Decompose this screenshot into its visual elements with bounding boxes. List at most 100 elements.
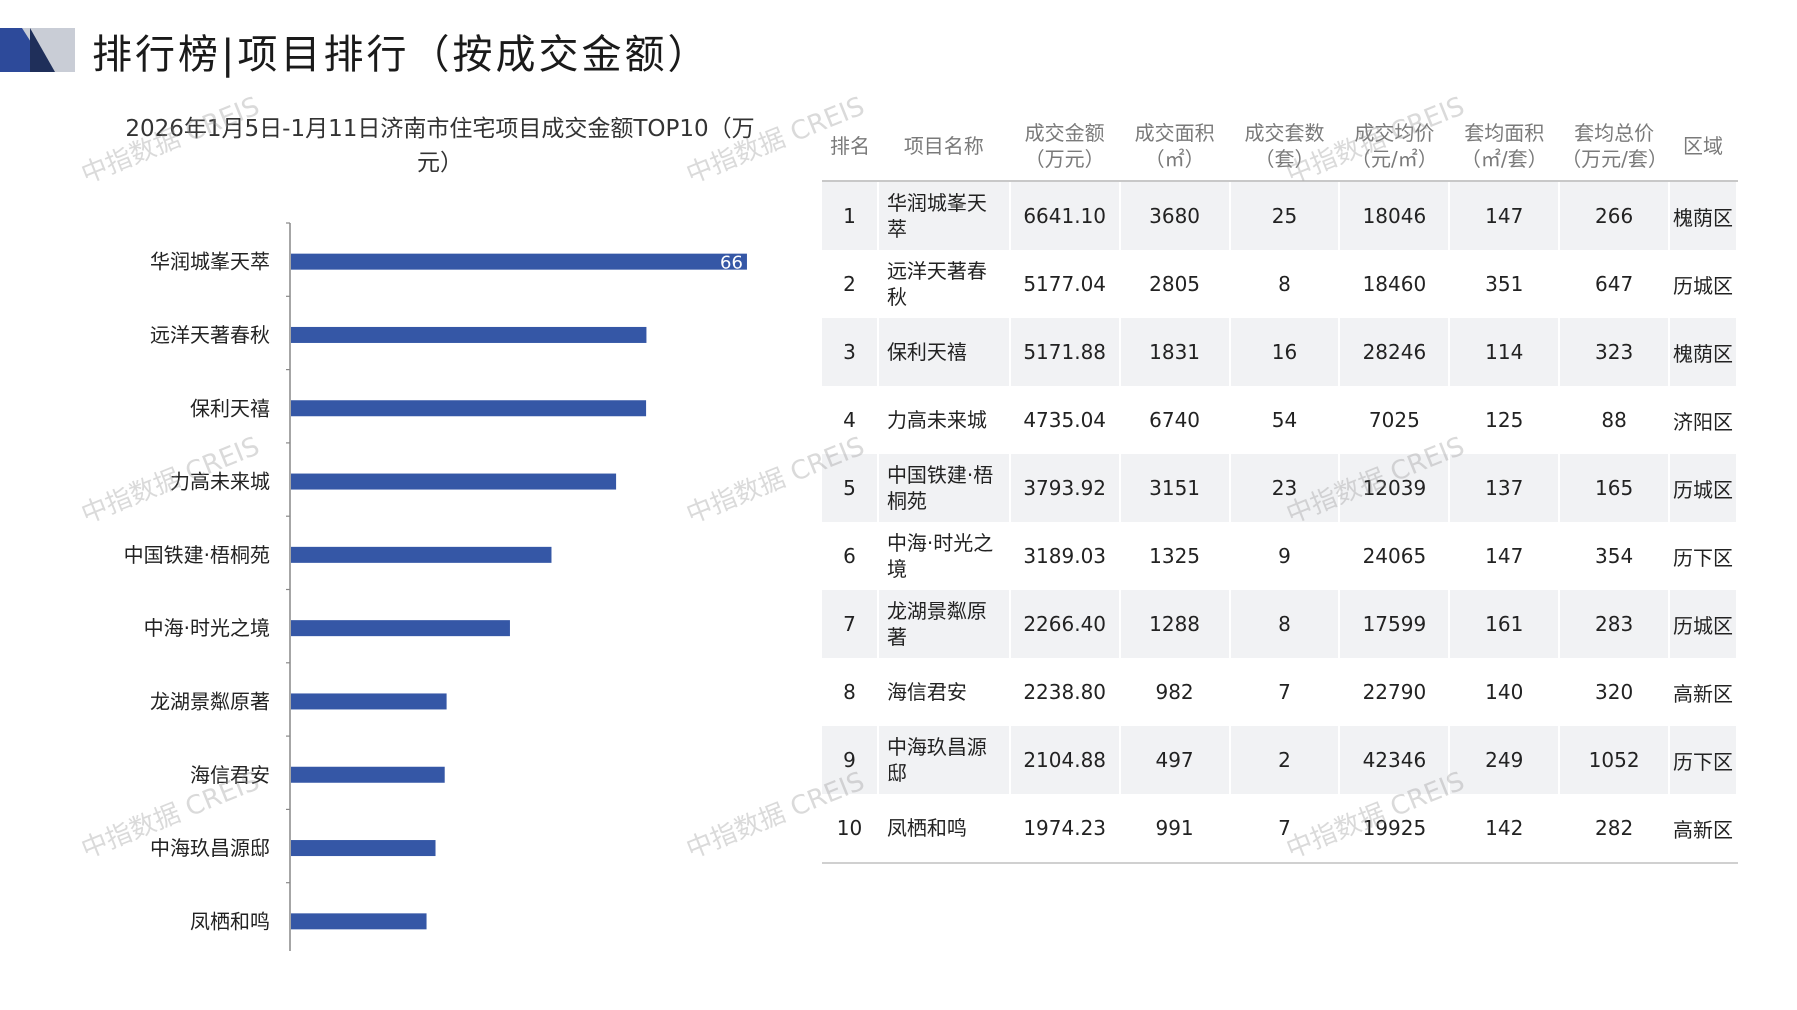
table-cell: 8 [1229,590,1341,658]
project-name-cell: 海信君安 [877,658,1011,726]
header-decoration-icon [0,28,75,72]
table-cell: 982 [1119,658,1231,726]
category-label: 海信君安 [190,763,270,787]
column-header-line: 排名 [829,134,870,158]
table-cell: 6 [822,522,879,590]
table-cell: 7025 [1339,386,1451,454]
column-header-line: （套） [1254,147,1315,171]
table-cell: 88 [1559,386,1671,454]
table-cell: 历城区 [1669,454,1738,522]
category-label: 力高未来城 [170,470,270,494]
table-header-row: 排名 项目名称 成交金额 （万元） 成交面积 （㎡） 成交套数 （套） 成交均价 （元/㎡） 套均面… [822,112,1737,182]
column-header-line: 成交面积 [1134,121,1215,145]
table-body: 1 华润城峯天萃 6641.10 3680 25 18046 147 266 槐荫区 2 远洋天著春… [822,181,1738,864]
table-row: 5 中国铁建·梧桐苑 3793.92 3151 23 12039 137 165 历城区 [822,454,1738,522]
column-header-line: （万元/套） [1561,147,1668,171]
table-cell: 12039 [1339,454,1451,522]
column-header-line: 成交均价 [1354,121,1435,145]
table-cell: 23 [1229,454,1341,522]
column-header-line: （万元） [1024,147,1105,171]
project-name-cell: 中海·时光之境 [877,522,1011,590]
project-name-cell: 保利天禧 [877,318,1011,386]
table-cell: 354 [1559,522,1671,590]
project-name-cell: 中海玖昌源邸 [877,726,1011,794]
table-cell: 142 [1449,794,1561,864]
table-cell: 282 [1559,794,1671,864]
column-header: 成交均价 （元/㎡） [1339,112,1450,182]
table-cell: 8 [822,658,879,726]
table-cell: 320 [1559,658,1671,726]
table-cell: 高新区 [1669,794,1738,864]
table-cell: 10 [822,794,879,864]
column-header-line: （㎡） [1144,147,1205,171]
table-cell: 283 [1559,590,1671,658]
table-cell: 9 [822,726,879,794]
table-row: 3 保利天禧 5171.88 1831 16 28246 114 323 槐荫区 [822,318,1738,386]
bar [291,253,747,270]
project-name-cell: 中国铁建·梧桐苑 [877,454,1011,522]
column-header: 区域 [1669,112,1737,182]
table-row: 1 华润城峯天萃 6641.10 3680 25 18046 147 266 槐荫区 [822,181,1738,250]
table-cell: 高新区 [1669,658,1738,726]
table-cell: 351 [1449,250,1561,318]
ranking-table: 排名 项目名称 成交金额 （万元） 成交面积 （㎡） 成交套数 （套） 成交均价 （元/㎡） 套均面… [822,112,1738,864]
table-cell: 1974.23 [1009,794,1121,864]
table-cell: 5177.04 [1009,250,1121,318]
table-cell: 42346 [1339,726,1451,794]
table-cell: 3151 [1119,454,1231,522]
table-cell: 济阳区 [1669,386,1738,454]
table-row: 6 中海·时光之境 3189.03 1325 9 24065 147 354 历下区 [822,522,1738,590]
table-cell: 3189.03 [1009,522,1121,590]
table-cell: 54 [1229,386,1341,454]
table-cell: 7 [822,590,879,658]
bar [291,913,427,930]
column-header: 项目名称 [877,112,1010,182]
category-label: 华润城峯天萃 [150,250,270,274]
table-cell: 历城区 [1669,250,1738,318]
column-header-line: （元/㎡） [1351,147,1438,171]
category-label: 中海·时光之境 [144,616,270,640]
category-label: 中海玖昌源邸 [150,836,270,860]
bar [291,473,617,490]
table-cell: 497 [1119,726,1231,794]
project-name-cell: 远洋天著春秋 [877,250,1011,318]
table-cell: 4 [822,386,879,454]
table-cell: 3 [822,318,879,386]
table-cell: 114 [1449,318,1561,386]
table-cell: 8 [1229,250,1341,318]
table-cell: 17599 [1339,590,1451,658]
table-cell: 3793.92 [1009,454,1121,522]
table-cell: 28246 [1339,318,1451,386]
bar [291,326,647,343]
table-cell: 2104.88 [1009,726,1121,794]
column-header-line: 成交套数 [1244,121,1325,145]
table-cell: 4735.04 [1009,386,1121,454]
table-cell: 6641.10 [1009,181,1121,250]
table-cell: 9 [1229,522,1341,590]
table-cell: 323 [1559,318,1671,386]
table-cell: 历城区 [1669,590,1738,658]
table-cell: 槐荫区 [1669,181,1738,250]
data-label: 66 [720,253,743,274]
project-name-cell: 华润城峯天萃 [877,181,1011,250]
page-title: 排行榜|项目排行（按成交金额） [92,32,711,78]
column-header: 套均总价 （万元/套） [1559,112,1670,182]
column-header-line: （㎡/套） [1460,147,1548,171]
bar [291,546,552,563]
table-cell: 249 [1449,726,1561,794]
table-cell: 7 [1229,794,1341,864]
bar [291,693,447,710]
table-cell: 历下区 [1669,522,1738,590]
table-cell: 147 [1449,181,1561,250]
chart-title-line-2: 元） [417,150,463,176]
table-row: 4 力高未来城 4735.04 6740 54 7025 125 88 济阳区 [822,386,1738,454]
table-cell: 1325 [1119,522,1231,590]
table-row: 2 远洋天著春秋 5177.04 2805 8 18460 351 647 历城区 [822,250,1738,318]
table-cell: 991 [1119,794,1231,864]
column-header: 排名 [822,112,878,182]
table-row: 10 凤栖和鸣 1974.23 991 7 19925 142 282 高新区 [822,794,1738,864]
chart-title: 2026年1月5日-1月11日济南市住宅项目成交金额TOP10（万 元） [80,112,800,180]
table-row: 9 中海玖昌源邸 2104.88 497 2 42346 249 1052 历下区 [822,726,1738,794]
table-cell: 槐荫区 [1669,318,1738,386]
column-header: 套均面积 （㎡/套） [1449,112,1560,182]
